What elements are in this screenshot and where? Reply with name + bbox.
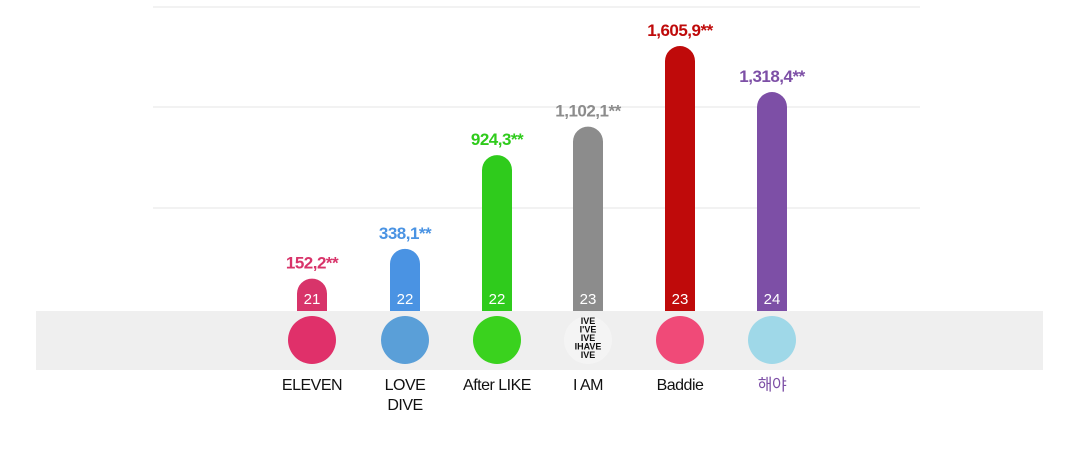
value-label: 1,318,4** <box>739 67 805 86</box>
value-label: 1,102,1** <box>555 102 621 121</box>
category-label: ELEVEN <box>281 377 343 394</box>
category-label: 해야 <box>757 377 787 394</box>
album-art-text: IVE <box>581 350 596 360</box>
album-art-text: I'VE <box>580 325 597 335</box>
value-label: 924,3** <box>471 130 524 149</box>
category-label: Baddie <box>656 377 704 394</box>
category-label: LOVE DIVE <box>384 377 426 414</box>
value-label: 338,1** <box>379 224 432 243</box>
bar <box>390 248 420 311</box>
bar-number: 22 <box>489 291 506 308</box>
bar-number: 21 <box>304 291 321 308</box>
album-art <box>748 316 796 364</box>
bar-number: 23 <box>580 291 597 308</box>
bar-number: 24 <box>764 291 781 308</box>
bar <box>757 92 787 311</box>
album-art <box>473 316 521 364</box>
bar-number: 23 <box>672 291 689 308</box>
album-art-text: IHAVE <box>575 342 602 352</box>
bar <box>297 278 327 311</box>
album-art <box>564 316 612 364</box>
value-label: 1,605,9** <box>647 21 713 40</box>
bar <box>482 155 512 311</box>
category-label: After LIKE <box>463 377 531 394</box>
album-art-text: IVE <box>581 316 596 326</box>
panel <box>36 0 1043 456</box>
bar-number: 22 <box>397 291 414 308</box>
album-art <box>288 316 336 364</box>
category-label: I AM <box>572 377 604 394</box>
bar <box>665 46 695 312</box>
album-art <box>381 316 429 364</box>
album-band <box>36 311 1043 370</box>
value-label: 152,2** <box>286 254 339 273</box>
album-art <box>656 316 704 364</box>
bar <box>573 126 603 312</box>
album-art-text: IVE <box>581 333 596 343</box>
